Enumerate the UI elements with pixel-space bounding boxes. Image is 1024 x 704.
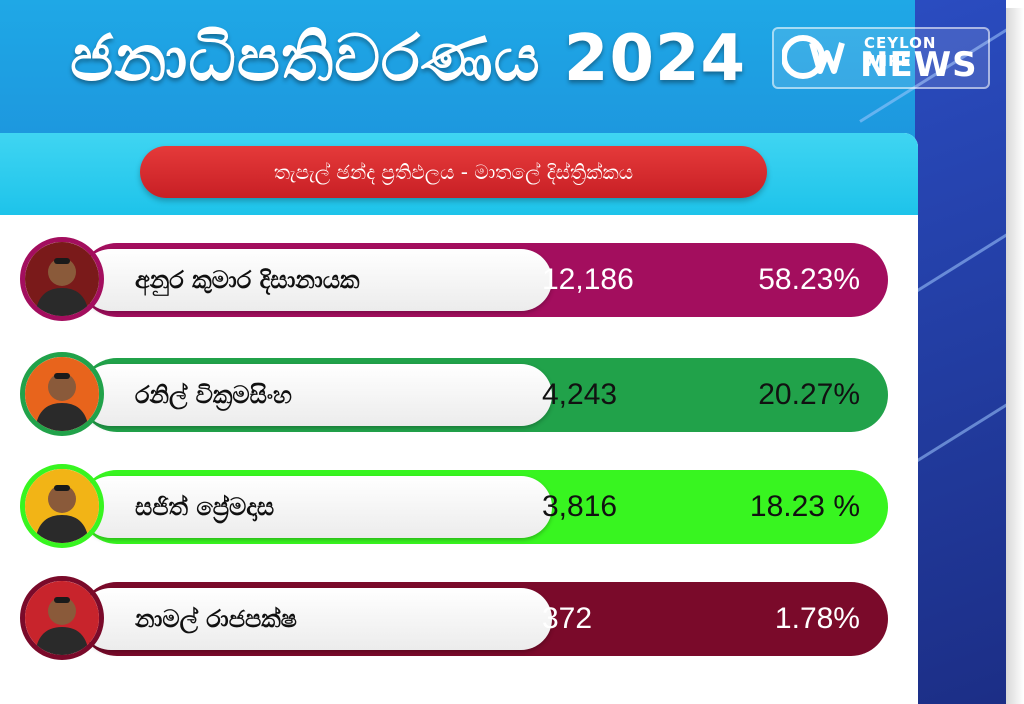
candidate-row: අනුර කුමාර දිසානායක 12,186 58.23% xyxy=(20,237,890,321)
candidate-portrait-icon xyxy=(20,352,104,436)
candidate-row: නාමල් රාජපක්ෂ 372 1.78% xyxy=(20,576,890,660)
vote-percentage: 20.27% xyxy=(758,378,860,411)
vote-percentage: 58.23% xyxy=(758,263,860,296)
logo-bottom-text: NEWS xyxy=(860,45,978,85)
edge-shadow xyxy=(1006,8,1024,704)
vote-count: 4,243 xyxy=(542,378,618,411)
candidate-name: අනුර කුමාර දිසානායක xyxy=(135,266,360,294)
vote-percentage: 18.23 % xyxy=(749,490,860,523)
vote-count: 3,816 xyxy=(542,490,618,523)
results-card-header: තැපැල් ඡන්ද ප්‍රතිඵලය - මාතලේ දිස්ත්‍රික… xyxy=(0,133,918,215)
cw-logo-icon xyxy=(782,35,845,79)
subtitle-badge: තැපැල් ඡන්ද ප්‍රතිඵලය - මාතලේ දිස්ත්‍රික… xyxy=(140,146,767,198)
vote-percentage: 1.78% xyxy=(774,602,860,635)
candidate-row: රනිල් වික්‍රමසිංහ 4,243 20.27% xyxy=(20,352,890,436)
candidate-portrait-icon xyxy=(20,464,104,548)
brand-logo: CEYLON WIRE NEWS xyxy=(772,27,990,89)
name-pill xyxy=(80,249,552,311)
candidate-portrait-icon xyxy=(20,576,104,660)
backdrop-side-panel xyxy=(915,0,1006,704)
candidate-name: නාමල් රාජපක්ෂ xyxy=(135,605,297,633)
candidate-name: රනිල් වික්‍රමසිංහ xyxy=(135,381,292,409)
results-card: තැපැල් ඡන්ද ප්‍රතිඵලය - මාතලේ දිස්ත්‍රික… xyxy=(0,133,918,704)
name-pill xyxy=(80,476,552,538)
name-pill xyxy=(80,364,552,426)
candidate-name: සජිත් ප්‍රේමදාස xyxy=(135,493,275,521)
page-title: ජනාධිපතිවරණය 2024 xyxy=(70,22,747,96)
candidate-row: සජිත් ප්‍රේමදාස 3,816 18.23 % xyxy=(20,464,890,548)
logo-top-text: CEYLON WIRE xyxy=(864,34,937,70)
name-pill xyxy=(80,588,552,650)
vote-count: 372 xyxy=(542,602,593,635)
candidate-portrait-icon xyxy=(20,237,104,321)
vote-count: 12,186 xyxy=(542,263,634,296)
